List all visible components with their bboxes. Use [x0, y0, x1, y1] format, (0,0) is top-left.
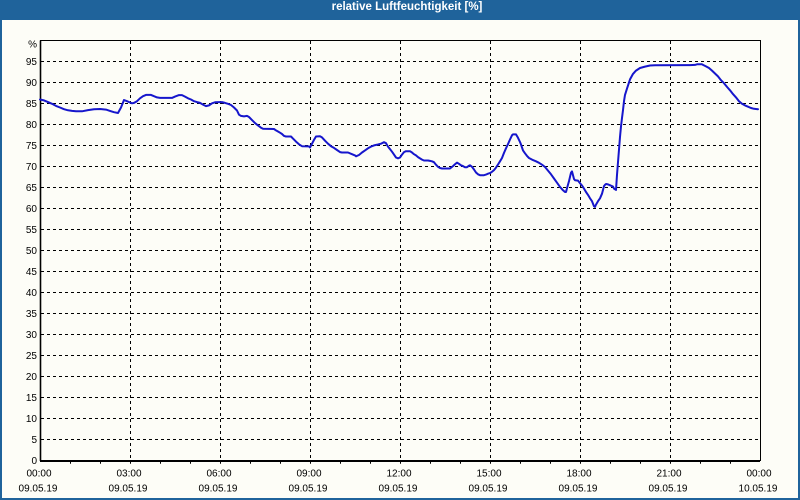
svg-text:60: 60: [26, 204, 38, 215]
svg-text:03:00: 03:00: [116, 469, 141, 480]
svg-text:50: 50: [26, 246, 38, 257]
svg-text:09.05.19: 09.05.19: [199, 484, 238, 495]
svg-text:75: 75: [26, 141, 38, 152]
svg-text:20: 20: [26, 372, 38, 383]
svg-text:09.05.19: 09.05.19: [469, 484, 508, 495]
svg-text:09.05.19: 09.05.19: [289, 484, 328, 495]
svg-text:09.05.19: 09.05.19: [649, 484, 688, 495]
svg-text:00:00: 00:00: [26, 469, 51, 480]
svg-text:70: 70: [26, 162, 38, 173]
svg-text:85: 85: [26, 99, 38, 110]
svg-text:45: 45: [26, 267, 38, 278]
svg-text:%: %: [28, 40, 37, 51]
svg-text:10.05.19: 10.05.19: [739, 484, 778, 495]
svg-text:25: 25: [26, 351, 38, 362]
svg-text:95: 95: [26, 57, 38, 68]
svg-text:09.05.19: 09.05.19: [109, 484, 148, 495]
svg-text:15: 15: [26, 393, 38, 404]
svg-text:55: 55: [26, 225, 38, 236]
svg-text:90: 90: [26, 78, 38, 89]
svg-text:09.05.19: 09.05.19: [379, 484, 418, 495]
svg-text:65: 65: [26, 183, 38, 194]
svg-text:09.05.19: 09.05.19: [559, 484, 598, 495]
svg-text:15:00: 15:00: [476, 469, 501, 480]
svg-text:35: 35: [26, 309, 38, 320]
svg-text:0: 0: [31, 456, 37, 467]
svg-text:12:00: 12:00: [386, 469, 411, 480]
svg-text:21:00: 21:00: [656, 469, 681, 480]
svg-text:18:00: 18:00: [566, 469, 591, 480]
svg-text:09.05.19: 09.05.19: [19, 484, 58, 495]
svg-text:5: 5: [31, 435, 37, 446]
svg-text:80: 80: [26, 120, 38, 131]
svg-text:06:00: 06:00: [206, 469, 231, 480]
svg-text:09:00: 09:00: [296, 469, 321, 480]
svg-text:40: 40: [26, 288, 38, 299]
svg-text:10: 10: [26, 414, 38, 425]
svg-text:30: 30: [26, 330, 38, 341]
svg-text:00:00: 00:00: [746, 469, 771, 480]
